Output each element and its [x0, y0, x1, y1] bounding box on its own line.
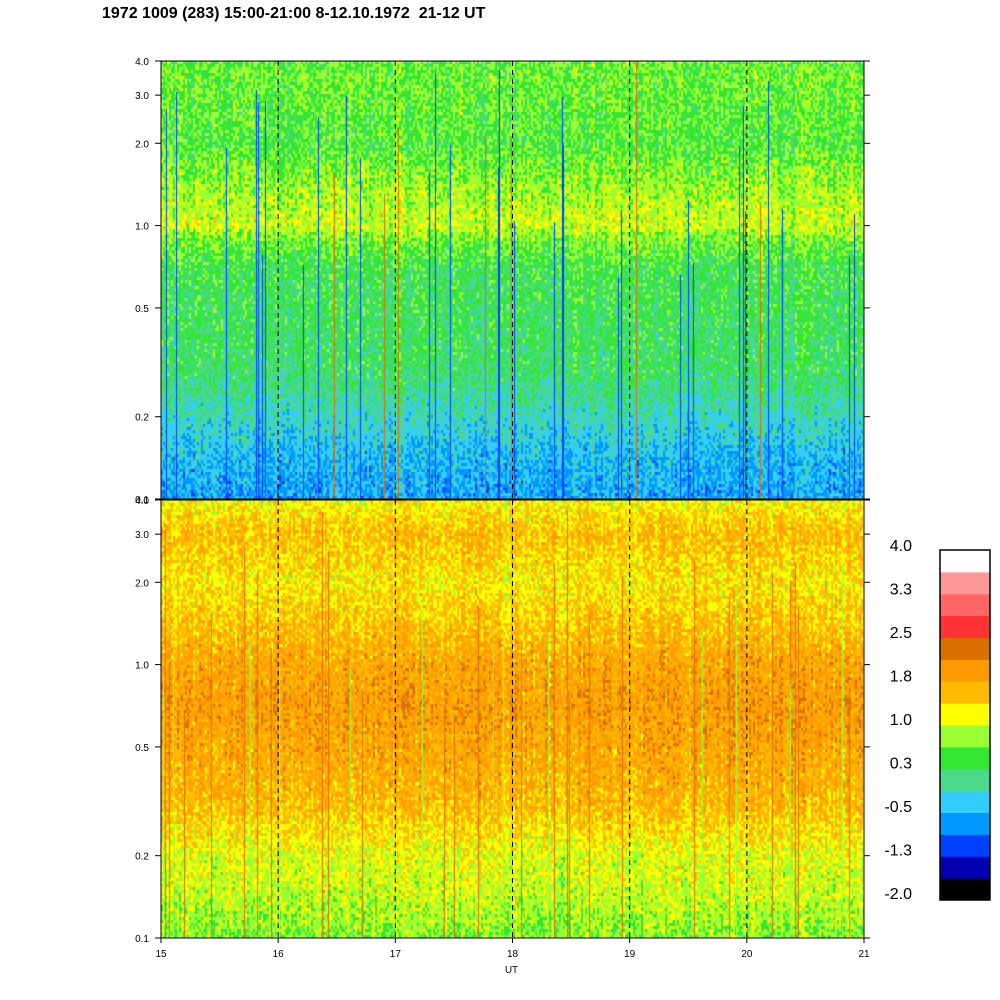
colorbar-label: 4.0: [890, 538, 912, 555]
y-tick-label: 1.0: [135, 222, 149, 233]
colorbar-swatch: [940, 834, 990, 857]
y-tick-label: 0.5: [135, 304, 149, 315]
x-tick-label: 17: [390, 949, 402, 960]
colorbar-swatch: [940, 593, 990, 617]
axes: 0.10.20.51.02.03.04.00.10.20.51.02.03.04…: [135, 57, 870, 976]
panel-frame: [160, 60, 865, 500]
y-tick-label: 1.0: [135, 661, 149, 672]
colorbar-label: 0.3: [890, 756, 912, 773]
colorbar-swatch: [940, 681, 990, 704]
y-tick-label: 3.0: [135, 91, 149, 102]
colorbar-label: -0.5: [884, 799, 912, 816]
x-tick-label: 19: [624, 949, 636, 960]
colorbar-swatch: [940, 615, 990, 638]
y-tick-label: 0.5: [135, 743, 149, 754]
chart-title: 1972 1009 (283) 15:00-21:00 8-12.10.1972…: [102, 5, 486, 22]
colorbar-label: -2.0: [884, 886, 912, 903]
colorbar-label: 1.8: [890, 669, 912, 686]
x-tick-label: 21: [858, 949, 870, 960]
colorbar-swatch: [940, 659, 990, 682]
x-axis-label: UT: [505, 965, 518, 976]
colorbar-label: 2.5: [890, 625, 912, 642]
x-tick-label: 18: [507, 949, 519, 960]
colorbar-frame: [939, 549, 991, 901]
colorbar-swatch: [940, 768, 990, 792]
colorbar: 4.0 3.3 2.5 1.8 1.0 0.3 -0.5 -1.3 -2.0: [884, 538, 991, 903]
x-tick-label: 20: [741, 949, 753, 960]
colorbar-swatch: [940, 878, 990, 901]
colorbar-swatch: [940, 550, 990, 573]
colorbar-swatch: [940, 812, 990, 835]
colorbar-swatch: [940, 571, 990, 595]
y-tick-label: 2.0: [135, 139, 149, 150]
colorbar-swatch: [940, 637, 990, 660]
colorbar-swatch: [940, 746, 990, 770]
x-tick-label: 16: [273, 949, 285, 960]
y-tick-label: 4.0: [135, 496, 149, 507]
colorbar-label: 1.0: [890, 712, 912, 729]
y-tick-label: 4.0: [135, 57, 149, 68]
colorbar-swatch: [940, 725, 990, 748]
colorbar-swatch: [940, 790, 990, 813]
y-tick-label: 2.0: [135, 578, 149, 589]
colorbar-label: 3.3: [890, 582, 912, 599]
colorbar-swatch: [940, 856, 990, 879]
y-tick-label: 0.1: [135, 934, 149, 945]
colorbar-swatch: [940, 703, 990, 726]
x-tick-label: 15: [155, 949, 167, 960]
y-tick-label: 3.0: [135, 530, 149, 541]
y-tick-label: 0.2: [135, 413, 149, 424]
y-tick-label: 0.1: [135, 495, 149, 506]
colorbar-label: -1.3: [884, 843, 912, 860]
y-tick-label: 0.2: [135, 852, 149, 863]
